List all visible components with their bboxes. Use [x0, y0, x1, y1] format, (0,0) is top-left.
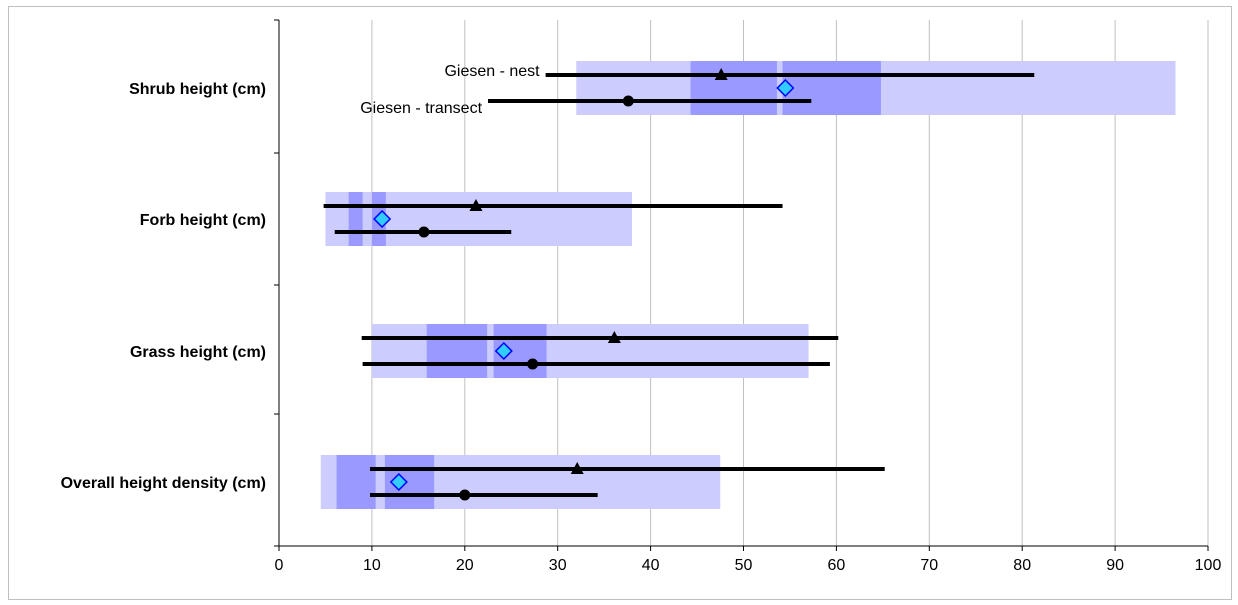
circle-marker-2: [527, 358, 539, 370]
triangle-marker-1: [469, 199, 483, 211]
dark-band-3-0: [336, 455, 376, 509]
x-tick-label-80: 80: [1013, 557, 1031, 574]
x-tick-label-50: 50: [735, 557, 753, 574]
circle-marker-0: [622, 95, 634, 107]
annotation-giesen-transect: Giesen - transect: [360, 100, 482, 117]
category-label-1: Forb height (cm): [140, 212, 266, 229]
x-tick-label-0: 0: [275, 557, 284, 574]
light-band-1: [325, 192, 633, 246]
category-label-2: Grass height (cm): [130, 344, 266, 361]
dark-band-0-1: [782, 61, 881, 115]
x-tick-label-30: 30: [549, 557, 567, 574]
triangle-marker-2: [607, 331, 621, 343]
x-tick-label-70: 70: [920, 557, 938, 574]
x-tick-label-20: 20: [456, 557, 474, 574]
x-tick-label-100: 100: [1195, 557, 1222, 574]
light-band-3: [320, 455, 721, 509]
triangle-marker-3: [570, 462, 584, 474]
annotation-giesen-nest: Giesen - nest: [444, 63, 540, 80]
diamond-marker-1: [373, 209, 392, 229]
dark-band-2-0: [426, 324, 488, 378]
dark-band-1-0: [348, 192, 363, 246]
circle-marker-3: [459, 489, 471, 501]
x-tick-label-90: 90: [1106, 557, 1124, 574]
category-label-3: Overall height density (cm): [61, 475, 266, 492]
triangle-marker-0: [714, 68, 728, 80]
x-tick-label-40: 40: [642, 557, 660, 574]
x-tick-label-60: 60: [828, 557, 846, 574]
dark-band-0-0: [690, 61, 777, 115]
diamond-marker-0: [776, 78, 795, 98]
category-label-0: Shrub height (cm): [129, 81, 266, 98]
circle-marker-1: [418, 226, 430, 238]
diamond-marker-3: [389, 472, 408, 492]
x-tick-label-10: 10: [363, 557, 381, 574]
diamond-marker-2: [494, 341, 513, 361]
